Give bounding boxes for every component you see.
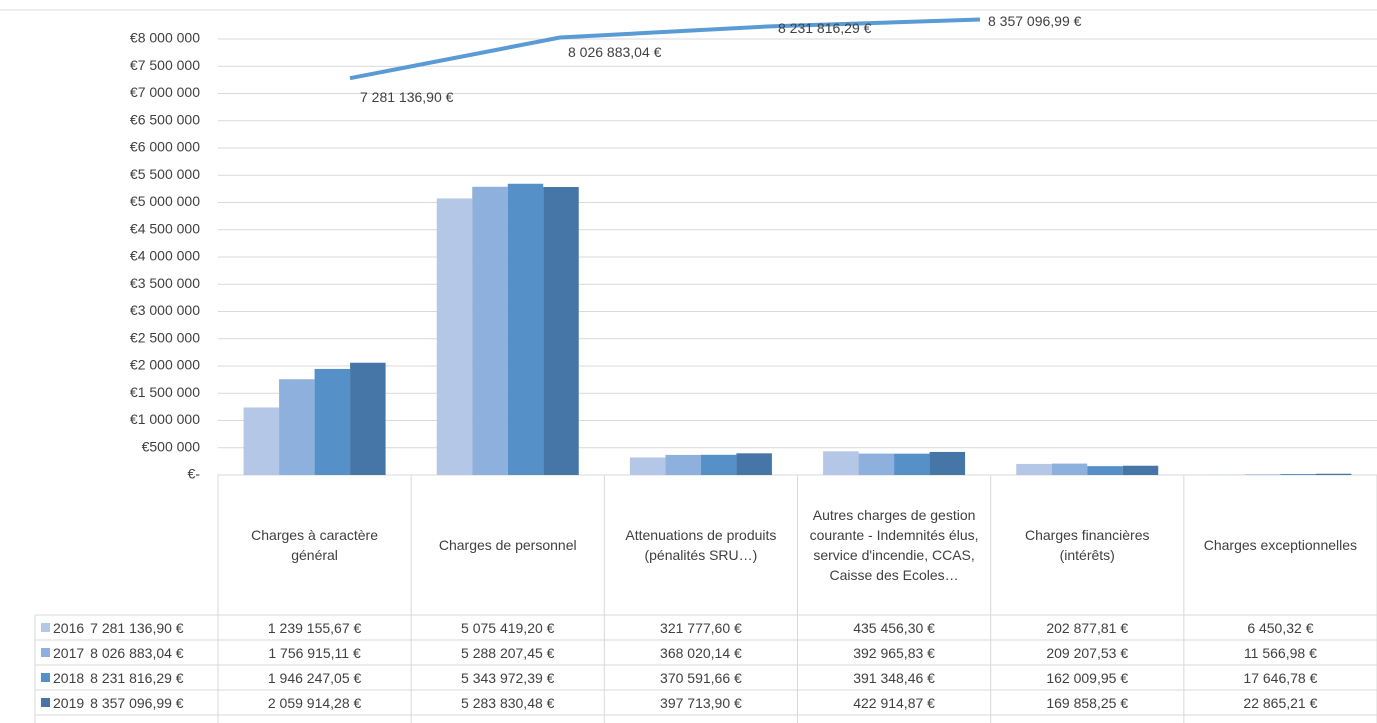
bar <box>1280 474 1316 475</box>
bar <box>279 379 315 475</box>
category-label: Autres charges de gestion courante - Ind… <box>809 507 979 583</box>
series-name: 2018 <box>53 669 85 686</box>
bar <box>243 407 280 475</box>
table-cell: 2 059 914,28 € <box>267 694 362 711</box>
table-cell: 1 946 247,05 € <box>267 669 362 686</box>
y-tick-label: €6 500 000 <box>130 111 200 127</box>
total-data-label: 7 281 136,90 € <box>360 89 454 105</box>
y-tick-label: €4 500 000 <box>130 220 200 236</box>
table-cell: 1 756 915,11 € <box>268 644 361 661</box>
table-cell: 11 566,98 € <box>1243 644 1317 661</box>
table-cell: 202 877,81 € <box>1046 619 1129 636</box>
y-tick-label: €7 000 000 <box>130 84 200 100</box>
bar <box>436 198 473 475</box>
table-cell: 5 075 419,20 € <box>461 619 555 636</box>
series-name: 2019 <box>53 694 85 711</box>
bar <box>1051 463 1088 475</box>
table-cell: 22 865,21 € <box>1243 694 1318 711</box>
table-cell: 17 646,78 € <box>1243 669 1318 686</box>
bar <box>665 454 701 475</box>
table-cell: 162 009,95 € <box>1046 669 1129 686</box>
bar <box>543 187 579 475</box>
table-cell: 321 777,60 € <box>660 619 742 636</box>
y-tick-label: €6 000 000 <box>130 139 200 155</box>
table-cell: 209 207,53 € <box>1046 644 1129 661</box>
bar <box>314 368 351 475</box>
bar <box>858 453 895 475</box>
bar <box>1122 465 1159 475</box>
series-total: 7 281 136,90 € <box>90 619 184 636</box>
table-cell: 6 450,32 € <box>1247 619 1314 636</box>
bar <box>629 457 666 475</box>
y-tick-label: €8 000 000 <box>130 30 200 46</box>
y-tick-label: €2 500 000 <box>130 329 200 345</box>
table-cell: 435 456,30 € <box>853 619 935 636</box>
category-label: Charges à caractère général <box>251 527 378 563</box>
bar <box>1087 466 1123 475</box>
series-total: 8 026 883,04 € <box>90 644 184 661</box>
bar <box>929 451 966 475</box>
table-cell: 5 288 207,45 € <box>461 644 555 661</box>
bar <box>472 186 508 475</box>
y-tick-label: €4 000 000 <box>130 248 200 264</box>
series-total: 8 231 816,29 € <box>90 669 184 686</box>
legend-swatch <box>41 623 50 632</box>
legend-swatch <box>41 698 50 707</box>
y-tick-label: €5 000 000 <box>130 193 200 209</box>
bar <box>894 453 930 475</box>
bar <box>1016 463 1052 475</box>
category-label: Charges de personnel <box>438 537 577 553</box>
y-tick-label: €1 000 000 <box>130 411 200 427</box>
y-tick-label: €3 500 000 <box>130 275 200 291</box>
table-cell: 370 591,66 € <box>660 669 742 686</box>
y-tick-label: €500 000 <box>142 438 201 454</box>
y-tick-label: €7 500 000 <box>130 57 200 73</box>
category-label: Attenuations de produits (pénalités SRU…… <box>625 527 777 563</box>
series-name: 2016 <box>53 619 85 636</box>
legend-swatch <box>41 673 50 682</box>
table-cell: 368 020,14 € <box>660 644 742 661</box>
table-cell: 397 713,90 € <box>660 694 742 711</box>
y-tick-label: €2 000 000 <box>130 357 200 373</box>
series-name: 2017 <box>53 644 85 661</box>
bar <box>1244 474 1281 475</box>
table-cell: 392 965,83 € <box>853 644 935 661</box>
legend-row-header: 2017 8 026 883,04 € <box>35 640 218 665</box>
table-cell: 1 239 155,67 € <box>267 619 362 636</box>
table-cell: 5 283 830,48 € <box>461 694 555 711</box>
legend-swatch <box>41 648 50 657</box>
bar <box>507 183 544 475</box>
y-tick-label: €3 000 000 <box>130 302 200 318</box>
bar <box>350 362 386 475</box>
y-tick-label: €1 500 000 <box>130 384 200 400</box>
category-label: Charges financières (intérêts) <box>1024 527 1150 563</box>
series-total: 8 357 096,99 € <box>90 694 184 711</box>
total-data-label: 8 026 883,04 € <box>568 44 662 60</box>
bar <box>1315 473 1352 475</box>
y-tick-label: €- <box>188 466 201 482</box>
table-cell: 422 914,87 € <box>853 694 935 711</box>
bar <box>700 454 737 475</box>
bar <box>736 453 772 475</box>
legend-row-header: 2016 7 281 136,90 € <box>35 615 218 640</box>
bar <box>823 451 859 475</box>
legend-row-header: 2018 8 231 816,29 € <box>35 665 218 690</box>
legend-row-header: 2019 8 357 096,99 € <box>35 690 218 715</box>
total-line <box>349 17 981 81</box>
category-label: Charges exceptionnelles <box>1203 537 1358 553</box>
table-cell: 391 348,46 € <box>853 669 935 686</box>
table-cell: 169 858,25 € <box>1046 694 1129 711</box>
table-cell: 5 343 972,39 € <box>461 669 555 686</box>
y-tick-label: €5 500 000 <box>130 166 200 182</box>
total-data-label: 8 357 096,99 € <box>988 13 1082 29</box>
total-data-label: 8 231 816,29 € <box>778 20 872 36</box>
